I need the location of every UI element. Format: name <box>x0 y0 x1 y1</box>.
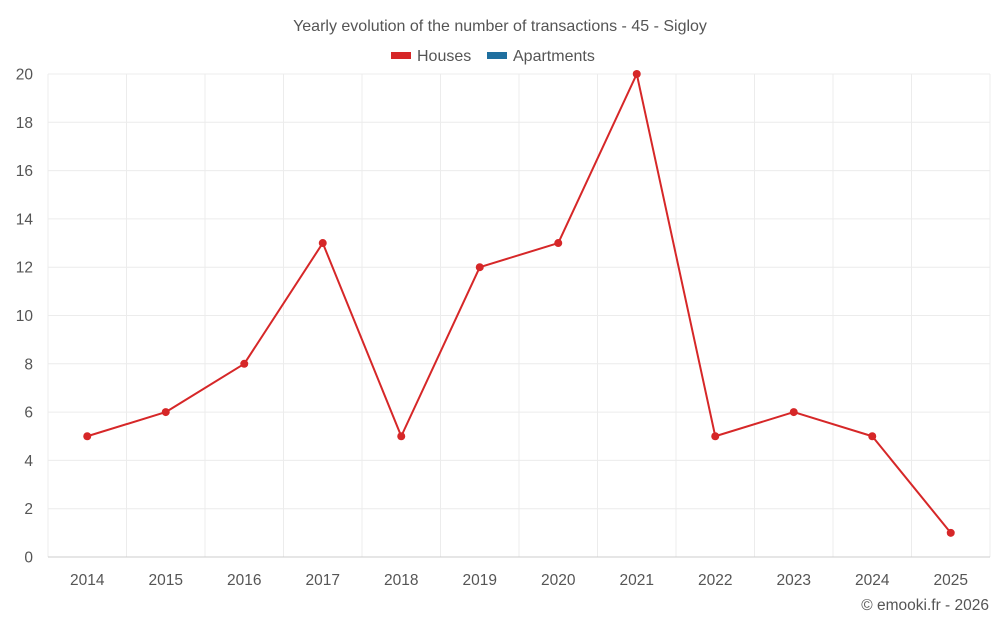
legend: Houses Apartments <box>391 48 595 65</box>
y-tick-label: 18 <box>16 115 33 132</box>
y-tick-label: 14 <box>16 211 34 228</box>
data-point-houses-2025[interactable] <box>946 528 955 537</box>
credit-text: © emooki.fr - 2026 <box>861 597 989 614</box>
y-tick-label: 6 <box>24 405 33 422</box>
x-tick-label: 2015 <box>149 572 183 589</box>
series-houses <box>83 70 955 537</box>
data-point-houses-2016[interactable] <box>240 359 249 368</box>
legend-swatch-apartments <box>487 52 507 59</box>
y-tick-label: 20 <box>16 67 34 84</box>
x-tick-label: 2019 <box>463 572 497 589</box>
legend-label-houses: Houses <box>417 48 471 65</box>
data-point-houses-2017[interactable] <box>318 239 327 248</box>
legend-label-apartments: Apartments <box>513 48 595 65</box>
y-axis: 0 2 4 6 8 10 12 14 16 18 20 <box>16 67 34 567</box>
x-tick-label: 2017 <box>306 572 340 589</box>
x-tick-label: 2020 <box>541 572 576 589</box>
x-tick-label: 2024 <box>855 572 890 589</box>
y-tick-label: 12 <box>16 260 33 277</box>
x-tick-label: 2014 <box>70 572 105 589</box>
series-line-houses <box>86 73 952 534</box>
x-tick-label: 2021 <box>620 572 654 589</box>
legend-item-apartments[interactable]: Apartments <box>487 48 595 65</box>
chart-title: Yearly evolution of the number of transa… <box>293 18 707 35</box>
x-tick-label: 2016 <box>227 572 261 589</box>
x-tick-label: 2022 <box>698 572 732 589</box>
data-point-houses-2022[interactable] <box>711 432 720 441</box>
y-tick-label: 16 <box>16 163 33 180</box>
legend-item-houses[interactable]: Houses <box>391 48 471 65</box>
data-point-houses-2021[interactable] <box>632 70 641 78</box>
data-point-houses-2018[interactable] <box>397 432 406 441</box>
data-point-houses-2014[interactable] <box>83 432 92 441</box>
x-tick-label: 2018 <box>384 572 418 589</box>
x-tick-label: 2023 <box>777 572 811 589</box>
data-point-houses-2020[interactable] <box>554 239 563 248</box>
data-point-houses-2023[interactable] <box>789 408 798 417</box>
legend-swatch-houses <box>391 52 411 59</box>
y-tick-label: 0 <box>24 550 33 567</box>
data-point-houses-2024[interactable] <box>868 432 877 441</box>
y-tick-label: 2 <box>24 501 33 518</box>
y-tick-label: 4 <box>24 453 33 470</box>
x-tick-label: 2025 <box>934 572 968 589</box>
y-tick-label: 8 <box>24 356 33 373</box>
y-tick-label: 10 <box>16 308 34 325</box>
grid <box>47 73 991 557</box>
data-point-houses-2015[interactable] <box>161 408 170 417</box>
data-point-houses-2019[interactable] <box>475 263 484 272</box>
x-axis: 2014 2015 2016 2017 2018 2019 2020 2021 2022 2023… <box>48 556 990 589</box>
